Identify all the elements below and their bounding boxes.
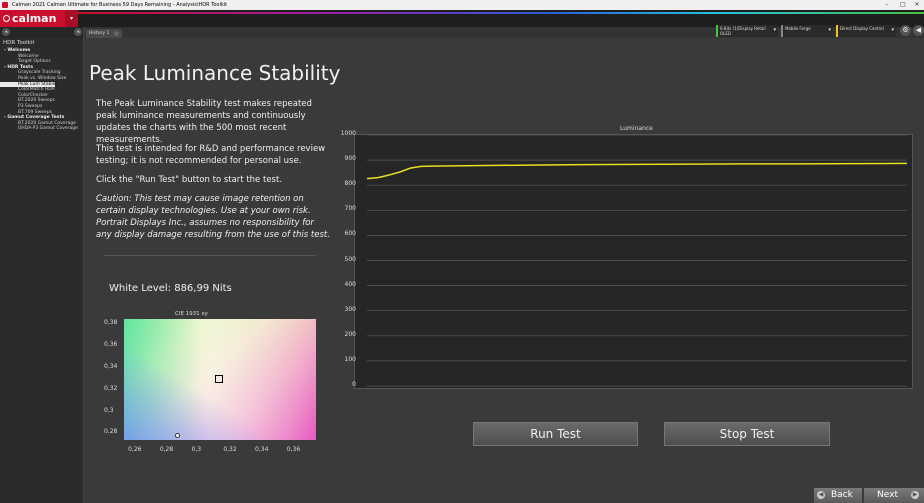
device-line: Mobile Forge	[785, 26, 811, 31]
tree-item[interactable]: Grayscale Tracking	[18, 70, 61, 76]
intended-use-paragraph: This test is intended for R&D and perfor…	[96, 144, 326, 166]
y-tick-label: 1000	[340, 130, 356, 137]
y-tick-label: 500	[344, 255, 356, 263]
meter-device-selector[interactable]: Mobile Forge ▾	[781, 25, 833, 37]
logo-menu-button[interactable]: ▾	[65, 10, 78, 27]
sidebar-header: ◂ ◂	[0, 27, 83, 38]
y-tick-label: 300	[344, 305, 356, 313]
chevron-down-icon: ▾	[828, 27, 831, 33]
back-button[interactable]: ◀ Back	[814, 488, 862, 503]
source-device-selector[interactable]: 6-Bits (1)Display Retail OLED ▾	[716, 25, 778, 37]
minimize-button[interactable]: –	[885, 1, 889, 8]
y-tick-label: 700	[344, 205, 356, 213]
tree-item[interactable]: UHDA-P3 Gamut Coverage	[18, 126, 78, 132]
display-device-selector[interactable]: Direct Display Control ▾	[836, 25, 896, 37]
tree-item[interactable]: Target Options	[18, 59, 51, 65]
white-level-readout: White Level: 886,99 Nits	[109, 283, 232, 294]
window-title: Calman 2021 Calman Ultimate for Business…	[12, 2, 228, 8]
y-tick-label: 800	[344, 180, 356, 188]
back-label: Back	[831, 490, 853, 500]
next-label: Next	[877, 490, 898, 500]
window-titlebar: Calman 2021 Calman Ultimate for Business…	[0, 0, 924, 10]
toolbar-arrow-icon[interactable]: ◀	[913, 25, 924, 36]
tree-group[interactable]: - Gamut Coverage Tests	[4, 115, 65, 121]
tree-item[interactable]: Peak vs. Window Size	[18, 75, 67, 81]
sidebar-back-icon[interactable]: ◂	[2, 28, 10, 36]
cie-x-tick-label: 0,34	[255, 446, 269, 453]
tree-item[interactable]: BT.709 Sweeps	[18, 109, 53, 115]
tree-item[interactable]: BT.2020 Gamut Coverage	[18, 120, 76, 126]
page-title: Peak Luminance Stability	[89, 61, 341, 85]
back-arrow-icon: ◀	[817, 491, 825, 499]
device-line: Direct Display Control	[840, 26, 884, 31]
run-test-button[interactable]: Run Test	[473, 422, 638, 446]
intro-paragraph: The Peak Luminance Stability test makes …	[96, 99, 312, 145]
close-button[interactable]: ✕	[914, 1, 920, 8]
cie-y-tick-label: 0,3	[104, 406, 114, 414]
workflow-tree: - Welcome Welcome Target Options - HDR Test…	[0, 48, 83, 132]
device-line: 6-Bits (1)Display Retail	[720, 26, 766, 31]
cie-y-tick-label: 0,36	[104, 341, 118, 349]
cie-x-tick-label: 0,3	[191, 446, 202, 453]
logo-text: calman	[12, 12, 57, 25]
logo-circle-icon	[3, 15, 10, 22]
sidebar-collapse-icon[interactable]: ◂	[74, 28, 82, 36]
calman-logo[interactable]: calman	[0, 10, 65, 27]
run-instruction-paragraph: Click the "Run Test" button to start the…	[96, 175, 283, 185]
tree-item[interactable]: Welcome	[18, 53, 39, 59]
tab-label: History 1	[89, 31, 110, 36]
luminance-chart: Luminance	[354, 134, 913, 389]
cie-target-marker	[214, 374, 223, 383]
tree-item[interactable]: ColorChecker	[18, 92, 49, 98]
cie-x-tick-label: 0,28	[159, 446, 174, 453]
y-tick-label: 400	[344, 280, 356, 288]
device-line: OLED	[720, 31, 731, 36]
y-tick-label: 900	[344, 155, 356, 163]
tree-group[interactable]: - Welcome	[4, 48, 31, 53]
chevron-down-icon: ▾	[773, 27, 776, 33]
tree-item[interactable]: ColorMatch HDR	[18, 87, 55, 93]
settings-gear-icon[interactable]: ⚙	[900, 25, 911, 36]
y-tick-label: 200	[344, 330, 356, 338]
divider	[104, 255, 316, 256]
cie-y-tick-label: 0,28	[104, 428, 118, 436]
chevron-down-icon: ▾	[891, 27, 894, 33]
tree-item[interactable]: Peak Lum Stabilit	[0, 81, 57, 88]
next-button[interactable]: Next ▶	[864, 488, 924, 503]
tab-close-icon[interactable]	[114, 31, 119, 36]
tree-group[interactable]: - HDR Tests	[4, 64, 33, 70]
cie-measured-point	[175, 433, 181, 439]
tab-history-1[interactable]: History 1	[86, 29, 122, 38]
maximize-button[interactable]: □	[900, 1, 906, 8]
cie-x-tick-label: 0,36	[286, 446, 301, 453]
luminance-chart-title: Luminance	[620, 125, 653, 132]
y-tick-label: 0	[352, 381, 356, 388]
cie-y-tick-label: 0,34	[104, 362, 118, 370]
cie-y-tick-label: 0,32	[104, 384, 118, 392]
luminance-chart-svg: Luminance	[366, 135, 908, 387]
app-icon	[2, 2, 8, 8]
y-tick-label: 100	[344, 355, 356, 363]
stop-test-button[interactable]: Stop Test	[664, 422, 830, 446]
y-tick-label: 600	[344, 230, 356, 238]
sidebar: ◂ ◂ HDR Toolkit - Welcome Welcome Target O…	[0, 27, 84, 503]
caution-paragraph: Caution: This test may cause image reten…	[96, 194, 330, 240]
top-toolbar	[0, 10, 924, 27]
next-arrow-icon: ▶	[911, 491, 919, 499]
luminance-series-line	[366, 162, 908, 180]
sidebar-title: HDR Toolkit	[3, 40, 35, 46]
rainbow-stripe	[78, 12, 924, 14]
tree-item[interactable]: BT.2020 Sweeps	[18, 98, 55, 104]
tab-bar: History 1	[85, 27, 924, 38]
cie-gradient-layer	[124, 319, 316, 440]
tree-item[interactable]: P3 Sweeps	[18, 103, 43, 109]
cie-y-tick-label: 0,38	[104, 319, 118, 327]
cie-x-tick-label: 0,32	[223, 446, 237, 453]
cie-chromaticity-chart	[124, 319, 316, 440]
cie-x-tick-label: 0,26	[128, 446, 142, 453]
cie-chart-title: CIE 1931 xy	[175, 311, 208, 317]
